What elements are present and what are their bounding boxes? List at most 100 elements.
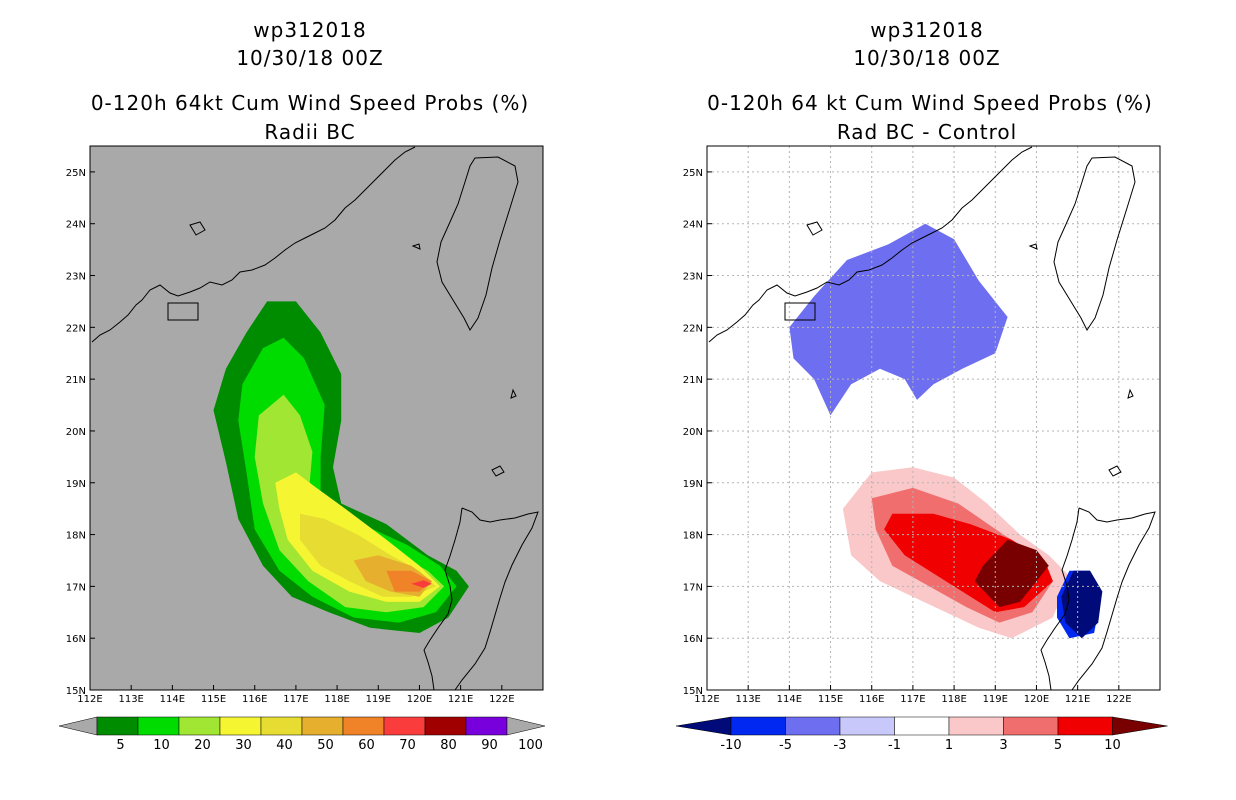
colorbar-box [839,716,895,736]
right-title-date: 10/30/18 00Z [853,46,1001,70]
right-coastlines [708,146,1156,691]
y-tick-label: 16N [683,634,703,645]
y-tick-label: 20N [66,427,86,438]
left-colorbar: 5 10 20 30 40 50 60 70 80 90 100 [58,716,546,753]
y-tick-label: 17N [683,582,703,593]
contour-region-10 [974,539,1049,608]
right-colorbar: -10 -5 -3 -1 1 3 5 10 [675,716,1168,753]
colorbar-label: 30 [235,738,252,753]
taiwan-coastline [1053,156,1136,331]
colorbar-under-triangle [58,716,98,736]
x-tick-label: 114E [777,694,802,705]
x-tick-label: 120E [1024,694,1049,705]
x-tick-label: 119E [983,694,1008,705]
x-tick-label: 112E [77,694,102,705]
left-coastlines [91,146,539,691]
left-map-frame [89,145,544,691]
y-tick-label: 23N [66,272,86,283]
colorbar-box [137,716,180,736]
colorbar-box [785,716,841,736]
y-tick-label: 20N [683,427,703,438]
colorbar-box [342,716,385,736]
left-title-sub: Radii BC [264,120,356,144]
china-coastline [708,146,1033,343]
colorbar-box [948,716,1004,736]
y-tick-label: 23N [683,272,703,283]
x-tick-label: 121E [1065,694,1090,705]
x-tick-label: 116E [242,694,267,705]
contour-region-70 [411,580,432,588]
island-small-1 [806,221,823,236]
luzon-coastline [1040,507,1156,691]
x-tick-label: 113E [735,694,760,705]
luzon-coastline [423,507,539,691]
colorbar-box [1003,716,1059,736]
left-map-panel: 112E 113E 114E 115E 116E 117E 118E 119E 120E 121E… [66,145,544,705]
colorbar-label: 40 [276,738,293,753]
colorbar-label: 50 [317,738,334,753]
y-tick-label: 19N [66,479,86,490]
left-title-main: 0-120h 64kt Cum Wind Speed Probs (%) [90,91,530,115]
colorbar-over-triangle [506,716,546,736]
right-title-storm: wp312018 [870,18,984,42]
x-tick-label: 119E [366,694,391,705]
colorbar-over-triangle [1112,716,1168,736]
left-title-date: 10/30/18 00Z [236,46,384,70]
y-tick-label: 24N [66,220,86,231]
x-tick-label: 112E [694,694,719,705]
x-tick-label: 122E [1106,694,1131,705]
island-small-3 [1127,388,1134,399]
right-difference-contours [789,223,1103,639]
y-tick-label: 15N [683,686,703,697]
contour-region-neg3 [789,223,1008,416]
colorbar-box [894,716,950,736]
x-tick-label: 115E [201,694,226,705]
right-grid [707,146,1160,690]
colorbar-label: 10 [153,738,170,753]
colorbar-box [219,716,262,736]
right-map-panel: 112E 113E 114E 115E 116E 117E 118E 119E 120E 121E… [683,145,1161,705]
colorbar-label: -5 [779,738,792,753]
x-tick-label: 114E [160,694,185,705]
colorbar-box [383,716,426,736]
x-tick-label: 117E [900,694,925,705]
colorbar-box [1057,716,1113,736]
china-coastline [91,146,416,343]
y-tick-label: 15N [66,686,86,697]
y-tick-label: 21N [66,375,86,386]
y-tick-label: 22N [66,323,86,334]
right-title-sub: Rad BC - Control [836,120,1018,144]
colorbar-label: -1 [888,738,901,753]
y-tick-label: 22N [683,323,703,334]
colorbar-label: 20 [194,738,211,753]
colorbar-label: 3 [999,738,1007,753]
hong-kong-box [784,302,816,321]
island-small-2 [411,243,421,250]
colorbar-box [96,716,139,736]
x-tick-label: 117E [283,694,308,705]
island-small-4 [491,465,505,477]
island-small-1 [189,221,206,236]
right-title-main: 0-120h 64 kt Cum Wind Speed Probs (%) [707,91,1153,115]
colorbar-label: 70 [399,738,416,753]
colorbar-box [730,716,786,736]
colorbar-under-triangle [675,716,732,736]
colorbar-label: 100 [518,738,543,753]
colorbar-box [465,716,508,736]
x-tick-label: 113E [118,694,143,705]
colorbar-label: 1 [945,738,953,753]
colorbar-box [424,716,467,736]
y-tick-label: 17N [66,582,86,593]
colorbar-label: 5 [116,738,124,753]
colorbar-label: -10 [720,738,741,753]
x-tick-label: 118E [941,694,966,705]
y-tick-label: 25N [683,168,703,179]
island-small-4 [1108,465,1122,477]
y-tick-label: 19N [683,479,703,490]
y-tick-label: 16N [66,634,86,645]
right-axes: 112E 113E 114E 115E 116E 117E 118E 119E 120E 121E… [683,168,1132,705]
y-tick-label: 24N [683,220,703,231]
colorbar-label: 5 [1054,738,1062,753]
right-map-frame [706,145,1161,691]
